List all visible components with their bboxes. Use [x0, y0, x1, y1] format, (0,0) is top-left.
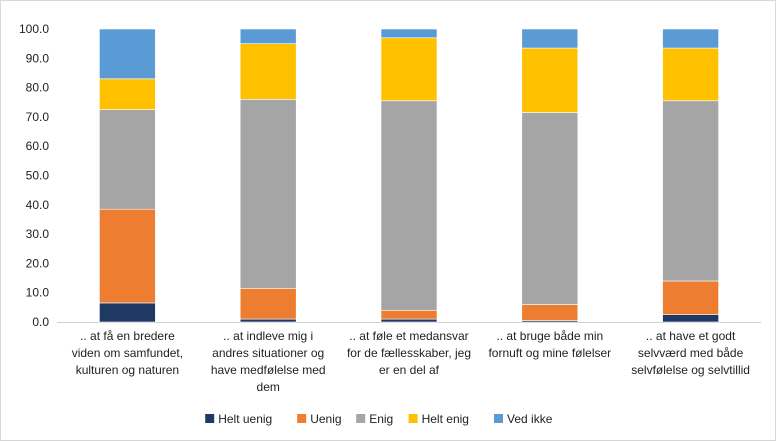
category-label: .. at få en bredere: [80, 329, 175, 343]
legend-label: Uenig: [310, 412, 341, 426]
y-tick-label: 30.0: [26, 227, 50, 241]
y-tick-label: 100.0: [19, 22, 49, 36]
y-tick-label: 70.0: [26, 110, 50, 124]
category-label: er en del af: [379, 363, 440, 377]
bar-segment-ved-ikke: [662, 28, 719, 49]
bar-segment-helt-uenig: [380, 318, 438, 323]
category-label: .. at bruge både min: [496, 329, 603, 343]
bar-segment-enig: [380, 100, 438, 311]
legend-swatch: [356, 414, 366, 423]
bar-segment-enig: [521, 112, 579, 305]
y-tick-label: 20.0: [26, 256, 50, 270]
category-label: andres situationer og: [212, 346, 324, 360]
category-label: viden om samfundet,: [72, 346, 183, 360]
bar-segment-enig: [662, 100, 719, 282]
bar-segment-helt-enig: [662, 47, 719, 102]
legend-swatch: [297, 414, 307, 423]
category-label: .. at have et godt: [646, 329, 736, 343]
legend-label: Helt enig: [422, 412, 469, 426]
bar-segment-uenig: [380, 309, 438, 320]
y-tick-label: 90.0: [26, 51, 50, 65]
y-tick-label: 40.0: [26, 198, 50, 212]
category-label: dem: [257, 380, 280, 394]
bar-segment-ved-ikke: [521, 28, 579, 49]
y-tick-label: 10.0: [26, 286, 50, 300]
legend-label: Enig: [369, 412, 393, 426]
bar-segment-helt-uenig: [239, 318, 297, 323]
bar-segment-ved-ikke: [99, 28, 156, 80]
legend-swatch: [494, 414, 503, 423]
bar-segment-uenig: [99, 208, 156, 304]
bar-segment-uenig: [662, 280, 719, 315]
bar-segment-uenig: [521, 304, 579, 321]
bar-segment-helt-enig: [239, 43, 297, 100]
bar-segment-helt-enig: [380, 37, 438, 102]
legend-swatch: [408, 414, 418, 423]
bar-segment-ved-ikke: [380, 28, 438, 39]
category-label: kulturen og naturen: [76, 363, 179, 377]
bar-segment-enig: [239, 99, 297, 289]
category-label: .. at føle et medansvar: [349, 329, 468, 343]
y-tick-label: 0.0: [32, 315, 49, 329]
category-label: selvfølelse og selvtillid: [631, 363, 750, 377]
bar-segment-helt-uenig: [662, 314, 719, 323]
bar-segment-helt-enig: [521, 47, 579, 113]
bar-segment-enig: [99, 109, 156, 210]
category-label: for de fællesskaber, jeg: [347, 346, 471, 360]
bar-segment-helt-uenig: [99, 302, 156, 323]
legend-swatch: [205, 414, 215, 423]
legend-label: Helt uenig: [218, 412, 272, 426]
legend-label: Ved ikke: [507, 412, 553, 426]
category-label: .. at indleve mig i: [223, 329, 313, 343]
category-label: fornuft og mine følelser: [488, 346, 611, 360]
y-tick-label: 50.0: [26, 169, 50, 183]
category-label: have medfølelse med: [211, 363, 326, 377]
bar-segment-helt-enig: [99, 78, 156, 110]
y-tick-label: 80.0: [26, 81, 50, 95]
category-label: selvværd med både: [638, 346, 744, 360]
bar-segment-ved-ikke: [239, 28, 297, 44]
bar-segment-uenig: [239, 288, 297, 320]
y-tick-label: 60.0: [26, 139, 50, 153]
